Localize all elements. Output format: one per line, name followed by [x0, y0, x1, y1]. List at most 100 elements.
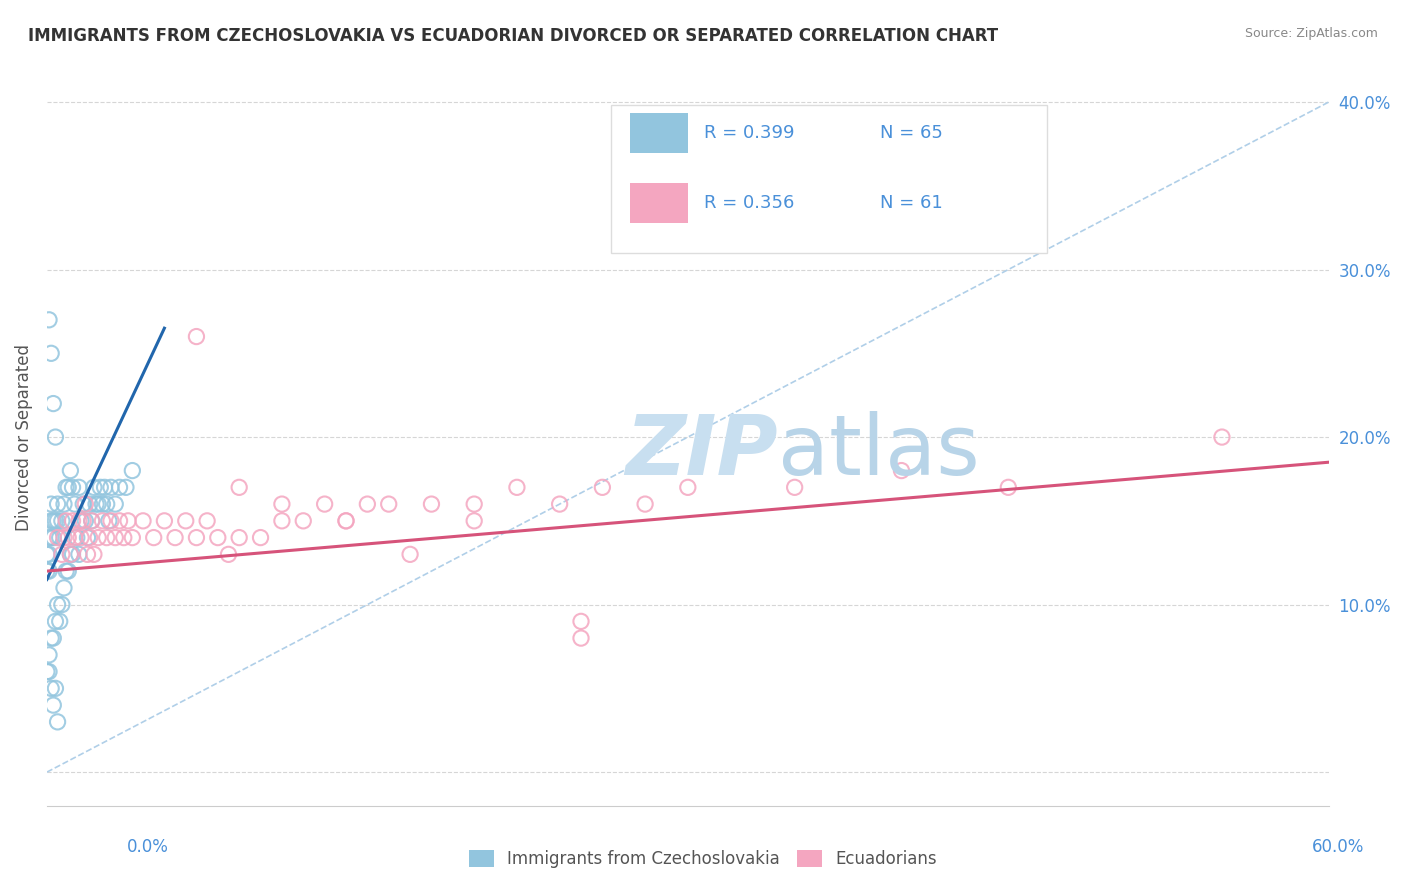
Point	[207, 531, 229, 545]
Point	[634, 497, 657, 511]
Point	[76, 531, 98, 545]
Point	[186, 329, 208, 343]
Point	[58, 531, 80, 545]
Point	[44, 514, 66, 528]
Point	[46, 531, 69, 545]
Point	[38, 648, 60, 662]
Point	[63, 531, 86, 545]
Point	[356, 497, 378, 511]
Point	[165, 531, 187, 545]
Point	[270, 514, 292, 528]
Point	[62, 514, 84, 528]
Point	[112, 531, 135, 545]
Point	[83, 480, 105, 494]
Point	[39, 514, 62, 528]
Point	[44, 681, 66, 696]
Point	[335, 514, 357, 528]
Point	[97, 514, 120, 528]
Text: ZIP: ZIP	[624, 411, 778, 492]
Point	[100, 514, 122, 528]
Point	[58, 564, 80, 578]
Point	[76, 547, 98, 561]
Point	[46, 514, 69, 528]
Point	[48, 615, 70, 629]
Point	[55, 564, 77, 578]
Point	[591, 480, 613, 494]
Point	[39, 497, 62, 511]
Text: 0.0%: 0.0%	[127, 838, 169, 856]
Point	[66, 531, 89, 545]
Point	[121, 464, 143, 478]
Point	[91, 497, 114, 511]
Point	[53, 531, 76, 545]
Point	[100, 480, 122, 494]
Point	[38, 547, 60, 561]
Point	[79, 497, 101, 511]
Point	[997, 480, 1019, 494]
Legend: Immigrants from Czechoslovakia, Ecuadorians: Immigrants from Czechoslovakia, Ecuadori…	[463, 843, 943, 875]
FancyBboxPatch shape	[612, 105, 1046, 252]
Point	[38, 564, 60, 578]
Point	[46, 497, 69, 511]
Point	[59, 547, 82, 561]
Point	[80, 514, 103, 528]
Point	[569, 615, 592, 629]
Point	[44, 615, 66, 629]
Point	[96, 497, 118, 511]
Point	[249, 531, 271, 545]
Text: R = 0.399: R = 0.399	[704, 124, 794, 142]
Point	[58, 480, 80, 494]
Point	[117, 514, 139, 528]
Point	[39, 631, 62, 645]
Point	[463, 514, 485, 528]
Point	[51, 598, 73, 612]
Point	[228, 480, 250, 494]
Point	[55, 480, 77, 494]
Point	[35, 665, 58, 679]
Point	[46, 598, 69, 612]
Point	[104, 497, 127, 511]
Point	[42, 531, 65, 545]
Point	[42, 631, 65, 645]
Text: IMMIGRANTS FROM CZECHOSLOVAKIA VS ECUADORIAN DIVORCED OR SEPARATED CORRELATION C: IMMIGRANTS FROM CZECHOSLOVAKIA VS ECUADO…	[28, 27, 998, 45]
Text: Source: ZipAtlas.com: Source: ZipAtlas.com	[1244, 27, 1378, 40]
Point	[83, 547, 105, 561]
FancyBboxPatch shape	[630, 112, 688, 153]
Point	[39, 346, 62, 360]
Point	[72, 514, 94, 528]
Point	[132, 514, 155, 528]
Point	[174, 514, 197, 528]
Text: atlas: atlas	[778, 411, 980, 492]
Point	[783, 480, 806, 494]
Point	[142, 531, 165, 545]
Point	[48, 531, 70, 545]
Point	[228, 531, 250, 545]
Point	[44, 430, 66, 444]
Point	[75, 497, 97, 511]
Point	[91, 514, 114, 528]
Point	[51, 547, 73, 561]
Point	[39, 681, 62, 696]
Point	[377, 497, 399, 511]
Point	[335, 514, 357, 528]
Y-axis label: Divorced or Separated: Divorced or Separated	[15, 343, 32, 531]
Point	[42, 698, 65, 712]
FancyBboxPatch shape	[630, 183, 688, 223]
Point	[314, 497, 336, 511]
Point	[676, 480, 699, 494]
Point	[67, 547, 90, 561]
Point	[63, 497, 86, 511]
Text: 60.0%: 60.0%	[1312, 838, 1364, 856]
Point	[399, 547, 422, 561]
Point	[121, 531, 143, 545]
Point	[59, 547, 82, 561]
Point	[420, 497, 443, 511]
Point	[79, 531, 101, 545]
Point	[35, 564, 58, 578]
Point	[53, 497, 76, 511]
Point	[1211, 430, 1233, 444]
Point	[87, 531, 110, 545]
Point	[80, 514, 103, 528]
Point	[292, 514, 315, 528]
Point	[62, 547, 84, 561]
